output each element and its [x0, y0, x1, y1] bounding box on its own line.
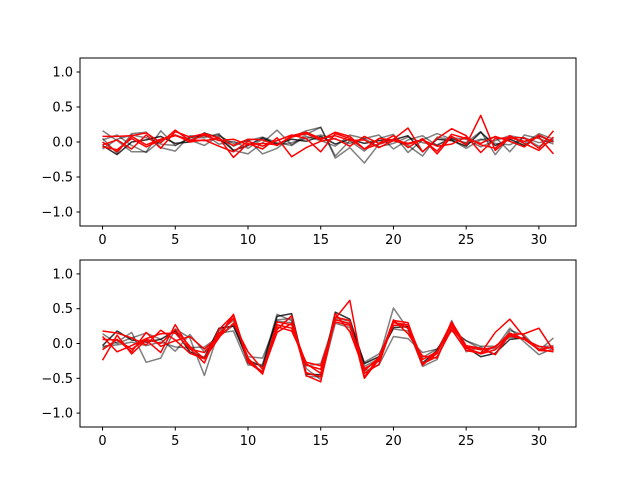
x-tick-label: 10	[240, 233, 257, 248]
x-tick-label: 5	[171, 233, 179, 248]
x-tick-label: 15	[312, 434, 329, 449]
y-tick-label: 0.0	[52, 136, 73, 151]
y-tick-label: 0.5	[52, 302, 73, 317]
y-tick-label: 0.0	[52, 337, 73, 352]
bottom-subplot: 0 5 10 15 20 25 30 −1.0 −0.5 0.0 0.5 1.0	[41, 259, 577, 449]
top-subplot: 0 5 10 15 20 25 30 −1.0 −0.5 0.0 0.5 1.0	[41, 57, 577, 248]
x-tick-label: 0	[98, 233, 106, 248]
series-line-7	[102, 114, 555, 159]
x-tick-label: 5	[171, 434, 179, 449]
x-tick-label: 20	[385, 434, 402, 449]
y-tick-label: −0.5	[41, 372, 73, 387]
y-tick-label: 1.0	[52, 267, 73, 282]
x-tick-label: 0	[98, 434, 106, 449]
x-tick-label: 30	[531, 434, 548, 449]
x-tick-label: 15	[312, 233, 329, 248]
x-tick-label: 30	[531, 233, 548, 248]
y-tick-label: −1.0	[41, 407, 73, 422]
series-line-9	[102, 312, 554, 378]
y-tick-label: 1.0	[52, 66, 73, 81]
x-tick-label: 20	[385, 233, 402, 248]
x-tick-label: 25	[458, 434, 475, 449]
y-tick-label: 0.5	[52, 101, 73, 116]
x-tick-label: 25	[458, 233, 475, 248]
y-tick-label: −0.5	[41, 171, 73, 186]
x-tick-label: 10	[240, 434, 257, 449]
y-tick-label: −1.0	[41, 206, 73, 221]
series-line-9	[102, 131, 554, 152]
